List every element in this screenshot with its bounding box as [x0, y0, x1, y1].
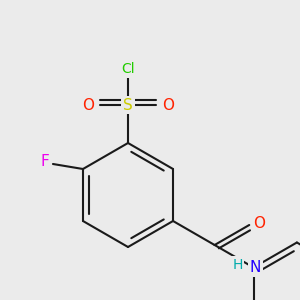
Text: S: S: [123, 98, 133, 112]
Text: O: O: [162, 98, 174, 112]
Text: O: O: [82, 98, 94, 112]
Text: N: N: [250, 260, 261, 275]
Text: F: F: [40, 154, 49, 169]
Text: Cl: Cl: [121, 62, 135, 76]
Text: H: H: [232, 257, 243, 272]
Text: O: O: [253, 215, 265, 230]
